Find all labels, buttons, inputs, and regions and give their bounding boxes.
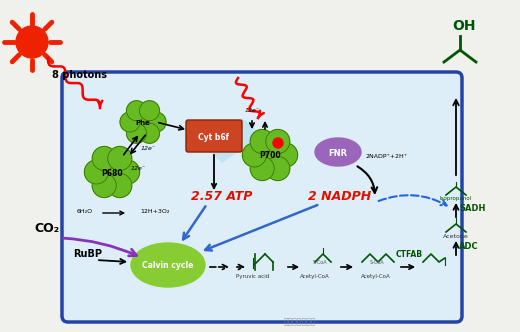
Text: RuBP: RuBP	[73, 249, 102, 259]
Ellipse shape	[315, 138, 361, 166]
Circle shape	[115, 160, 139, 184]
Circle shape	[139, 123, 160, 143]
Text: P700: P700	[259, 151, 281, 160]
Circle shape	[92, 146, 116, 171]
Text: 2.57 ATP: 2.57 ATP	[191, 190, 253, 203]
Circle shape	[108, 174, 132, 198]
Circle shape	[108, 146, 132, 171]
Text: Isopropanol: Isopropanol	[440, 196, 472, 201]
Text: ADC: ADC	[459, 242, 478, 251]
Text: SADH: SADH	[459, 204, 485, 213]
Circle shape	[242, 143, 266, 167]
Text: 8 photons: 8 photons	[52, 70, 107, 80]
Circle shape	[133, 112, 153, 132]
Circle shape	[84, 160, 108, 184]
Text: CTFAB: CTFAB	[396, 250, 423, 259]
Text: S-CoA: S-CoA	[370, 260, 385, 265]
Text: Phe: Phe	[136, 120, 150, 126]
Circle shape	[274, 143, 297, 167]
Text: Acetyl-CoA: Acetyl-CoA	[361, 274, 391, 279]
Circle shape	[266, 156, 290, 181]
Polygon shape	[204, 118, 262, 163]
Text: Calvin cycle: Calvin cycle	[142, 262, 193, 271]
Text: Pyruvic acid: Pyruvic acid	[237, 274, 270, 279]
Circle shape	[120, 112, 140, 132]
Circle shape	[126, 101, 147, 121]
Circle shape	[273, 138, 283, 148]
Circle shape	[250, 129, 274, 153]
Circle shape	[139, 101, 160, 121]
Text: Acetone: Acetone	[443, 234, 469, 239]
Circle shape	[250, 156, 274, 181]
FancyBboxPatch shape	[186, 120, 242, 152]
Text: Acetyl-CoA: Acetyl-CoA	[300, 274, 330, 279]
Text: 2 NADPH: 2 NADPH	[308, 190, 372, 203]
Text: 12e⁻: 12e⁻	[244, 108, 259, 113]
Circle shape	[126, 123, 147, 143]
Text: CO₂: CO₂	[34, 222, 59, 235]
Text: S-CoA: S-CoA	[313, 260, 328, 265]
Circle shape	[92, 174, 116, 198]
Circle shape	[16, 26, 48, 58]
Text: 12e⁻: 12e⁻	[140, 145, 155, 150]
Ellipse shape	[131, 243, 205, 287]
Circle shape	[146, 112, 166, 132]
Text: 12e⁻: 12e⁻	[131, 165, 146, 171]
Text: FNR: FNR	[329, 148, 347, 157]
Text: Cyt b6f: Cyt b6f	[199, 132, 229, 141]
Circle shape	[258, 143, 282, 167]
Text: 中国生物技术网: 中国生物技术网	[284, 317, 316, 326]
Text: P680: P680	[101, 169, 123, 178]
Text: 12H+3O₂: 12H+3O₂	[140, 209, 170, 214]
Text: 2NADP⁺+2H⁺: 2NADP⁺+2H⁺	[365, 154, 407, 159]
Text: 6H₂O: 6H₂O	[77, 209, 93, 214]
FancyBboxPatch shape	[62, 72, 462, 322]
Text: OH: OH	[452, 19, 476, 33]
Circle shape	[266, 129, 290, 153]
Circle shape	[100, 160, 124, 184]
